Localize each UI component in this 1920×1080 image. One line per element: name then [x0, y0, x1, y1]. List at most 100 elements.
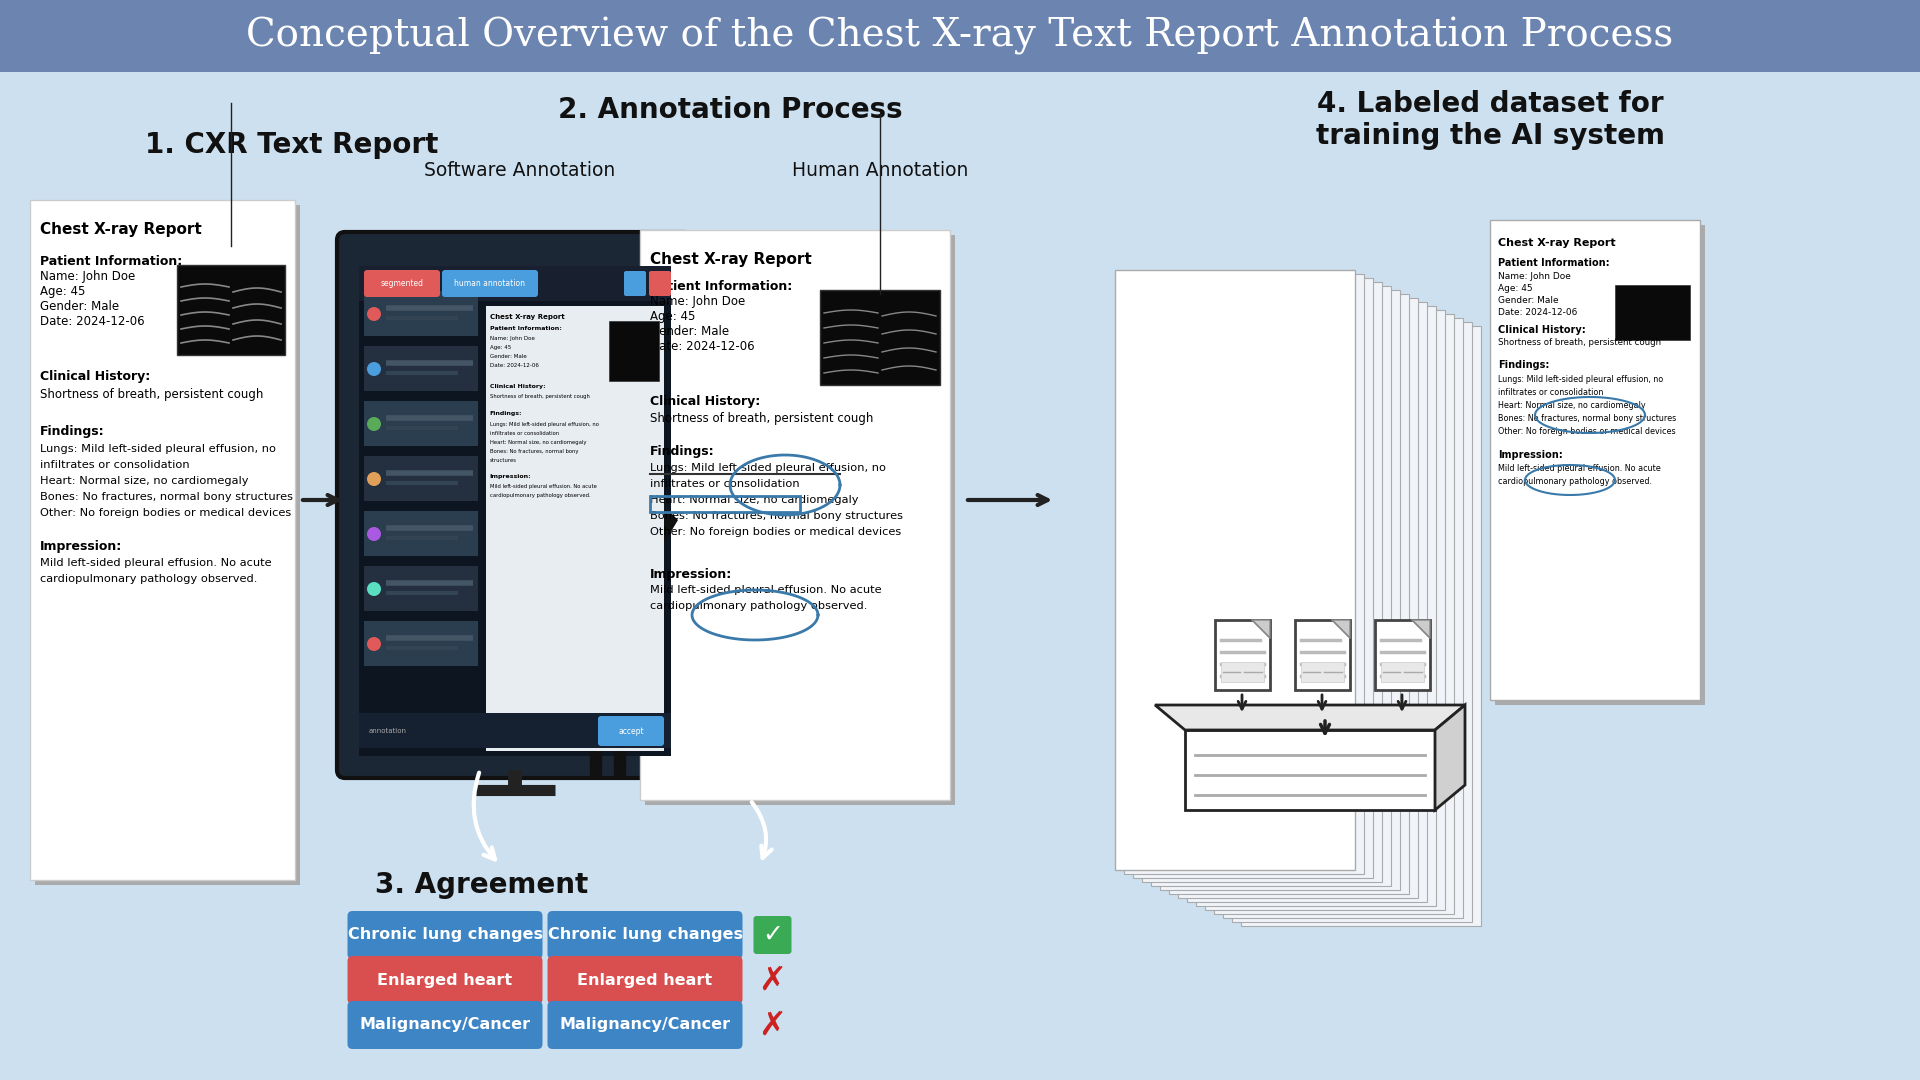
Text: Shortness of breath, persistent cough: Shortness of breath, persistent cough: [651, 411, 874, 426]
FancyBboxPatch shape: [486, 306, 664, 751]
Text: Patient Information:: Patient Information:: [40, 255, 182, 268]
Text: Lungs: Mild left-sided pleural effusion, no: Lungs: Mild left-sided pleural effusion,…: [1498, 375, 1663, 384]
FancyBboxPatch shape: [1215, 620, 1269, 690]
Text: Heart: Normal size, no cardiomegaly: Heart: Normal size, no cardiomegaly: [490, 440, 586, 445]
Text: cardiopulmonary pathology observed.: cardiopulmonary pathology observed.: [651, 600, 868, 611]
FancyBboxPatch shape: [31, 200, 296, 880]
Text: Clinical History:: Clinical History:: [651, 395, 760, 408]
FancyBboxPatch shape: [338, 232, 693, 778]
FancyBboxPatch shape: [1179, 298, 1419, 897]
Text: cardiopulmonary pathology observed.: cardiopulmonary pathology observed.: [490, 492, 589, 498]
FancyBboxPatch shape: [820, 291, 941, 384]
Text: Conceptual Overview of the Chest X-ray Text Report Annotation Process: Conceptual Overview of the Chest X-ray T…: [246, 17, 1674, 55]
FancyBboxPatch shape: [365, 566, 478, 611]
FancyBboxPatch shape: [1490, 220, 1699, 700]
Text: ✗: ✗: [758, 1009, 787, 1041]
Text: ✓: ✓: [762, 923, 783, 947]
FancyBboxPatch shape: [547, 956, 743, 1004]
Text: Patient Information:: Patient Information:: [1498, 258, 1609, 268]
Polygon shape: [628, 510, 678, 600]
Text: Impression:: Impression:: [40, 540, 123, 553]
FancyBboxPatch shape: [1615, 285, 1690, 340]
Polygon shape: [1185, 730, 1434, 810]
Text: Enlarged heart: Enlarged heart: [378, 972, 513, 987]
FancyBboxPatch shape: [0, 0, 1920, 72]
Text: Findings:: Findings:: [490, 411, 522, 416]
FancyBboxPatch shape: [365, 291, 478, 336]
Text: Other: No foreign bodies or medical devices: Other: No foreign bodies or medical devi…: [40, 508, 292, 518]
Circle shape: [367, 417, 380, 431]
FancyBboxPatch shape: [753, 916, 791, 954]
Text: Mild left-sided pleural effusion. No acute: Mild left-sided pleural effusion. No acu…: [1498, 464, 1661, 473]
FancyBboxPatch shape: [1187, 302, 1427, 902]
Text: Mild left-sided pleural effusion. No acute: Mild left-sided pleural effusion. No acu…: [490, 484, 597, 489]
Text: Lungs: Mild left-sided pleural effusion, no: Lungs: Mild left-sided pleural effusion,…: [490, 422, 599, 427]
Text: Bones: No fractures, normal bony structures: Bones: No fractures, normal bony structu…: [1498, 414, 1676, 423]
FancyBboxPatch shape: [1223, 318, 1463, 918]
Text: Name: John Doe: Name: John Doe: [490, 336, 534, 341]
Text: Chest X-ray Report: Chest X-ray Report: [651, 252, 812, 267]
FancyBboxPatch shape: [365, 621, 478, 666]
Circle shape: [367, 637, 380, 651]
Text: structures: structures: [490, 458, 516, 463]
Text: Enlarged heart: Enlarged heart: [578, 972, 712, 987]
Text: Mild left-sided pleural effusion. No acute: Mild left-sided pleural effusion. No acu…: [40, 558, 271, 568]
Text: 3. Agreement: 3. Agreement: [374, 870, 588, 899]
FancyBboxPatch shape: [359, 713, 670, 748]
Text: Name: John Doe: Name: John Doe: [1498, 272, 1571, 281]
FancyBboxPatch shape: [1196, 306, 1436, 906]
Text: Age: 45: Age: 45: [490, 345, 511, 350]
Text: Bones: No fractures, normal bony: Bones: No fractures, normal bony: [490, 449, 578, 454]
Text: Shortness of breath, persistent cough: Shortness of breath, persistent cough: [490, 394, 589, 399]
FancyBboxPatch shape: [649, 271, 670, 296]
Text: Heart: Normal size, no cardiomegaly: Heart: Normal size, no cardiomegaly: [40, 476, 248, 486]
Text: Patient Information:: Patient Information:: [490, 326, 561, 330]
FancyBboxPatch shape: [1496, 225, 1705, 705]
FancyBboxPatch shape: [365, 270, 440, 297]
Text: Impression:: Impression:: [490, 474, 532, 480]
Text: human annotation: human annotation: [455, 279, 526, 287]
Text: annotation: annotation: [369, 728, 407, 734]
Text: Age: 45: Age: 45: [1498, 284, 1532, 293]
Text: segmented: segmented: [380, 279, 424, 287]
FancyBboxPatch shape: [1150, 286, 1390, 886]
FancyBboxPatch shape: [35, 205, 300, 885]
Circle shape: [367, 472, 380, 486]
Text: Patient Information:: Patient Information:: [651, 280, 793, 293]
Text: Clinical History:: Clinical History:: [490, 384, 545, 389]
FancyBboxPatch shape: [609, 321, 659, 381]
Text: 2. Annotation Process: 2. Annotation Process: [557, 96, 902, 124]
Text: Software Annotation: Software Annotation: [424, 161, 616, 179]
FancyBboxPatch shape: [624, 271, 645, 296]
Polygon shape: [588, 650, 605, 780]
Circle shape: [367, 527, 380, 541]
Text: Clinical History:: Clinical History:: [1498, 325, 1586, 335]
Polygon shape: [1252, 620, 1269, 638]
Text: Date: 2024-12-06: Date: 2024-12-06: [1498, 308, 1578, 318]
Polygon shape: [1332, 620, 1350, 638]
Text: Findings:: Findings:: [1498, 360, 1549, 370]
Text: Gender: Male: Gender: Male: [490, 354, 526, 359]
Text: Chest X-ray Report: Chest X-ray Report: [1498, 238, 1615, 248]
Text: Findings:: Findings:: [40, 426, 104, 438]
FancyBboxPatch shape: [1116, 270, 1356, 870]
FancyBboxPatch shape: [597, 716, 664, 746]
Text: Findings:: Findings:: [651, 445, 714, 458]
Text: Bones: No fractures, normal bony structures: Bones: No fractures, normal bony structu…: [651, 511, 902, 521]
FancyBboxPatch shape: [1160, 291, 1400, 890]
FancyBboxPatch shape: [365, 401, 478, 446]
FancyBboxPatch shape: [1169, 294, 1409, 894]
FancyBboxPatch shape: [1213, 314, 1453, 914]
FancyBboxPatch shape: [547, 1001, 743, 1049]
Circle shape: [367, 362, 380, 376]
Text: Date: 2024-12-06: Date: 2024-12-06: [490, 363, 538, 368]
Text: Malignancy/Cancer: Malignancy/Cancer: [359, 1017, 530, 1032]
Polygon shape: [1411, 620, 1430, 638]
FancyBboxPatch shape: [177, 265, 284, 355]
Text: Impression:: Impression:: [1498, 450, 1563, 460]
Text: Heart: Normal size, no cardiomegaly: Heart: Normal size, no cardiomegaly: [1498, 401, 1645, 410]
FancyBboxPatch shape: [348, 956, 543, 1004]
Polygon shape: [568, 585, 588, 630]
Text: Shortness of breath, persistent cough: Shortness of breath, persistent cough: [40, 388, 263, 401]
Circle shape: [580, 502, 636, 558]
